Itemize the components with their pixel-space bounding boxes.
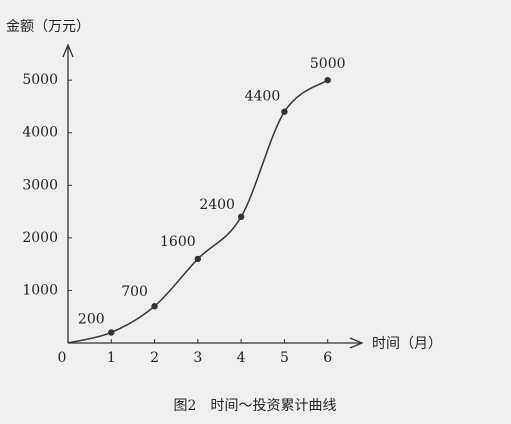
x-axis-label: 时间（月） <box>372 336 442 352</box>
point <box>194 255 202 263</box>
y-tick-label: 4000 <box>22 125 58 141</box>
x-tick-label: 0 <box>58 350 67 366</box>
y-tick-label: 5000 <box>22 72 58 88</box>
y-tick-label: 3000 <box>22 177 58 193</box>
value-label: 2400 <box>199 197 235 213</box>
point <box>237 213 245 221</box>
line <box>67 79 329 344</box>
y-axis-label: 金额（万元） <box>6 19 90 35</box>
x-tick-label: 3 <box>193 350 202 366</box>
x-tick-label: 1 <box>107 350 116 366</box>
point <box>108 329 115 336</box>
x-tick-label: 6 <box>323 350 332 366</box>
value-label: 5000 <box>310 56 346 72</box>
x-tick-label: 4 <box>237 350 246 366</box>
point <box>324 76 331 84</box>
x-axis <box>68 337 364 349</box>
value-label: 200 <box>78 311 105 327</box>
y-tick-label: 1000 <box>22 282 58 298</box>
point <box>151 303 158 310</box>
point <box>281 108 288 115</box>
chart-title: 图2 时间～投资累计曲线 <box>174 398 337 414</box>
value-label: 4400 <box>245 89 281 105</box>
y-axis <box>62 43 74 343</box>
x-tick-label: 2 <box>150 350 159 366</box>
value-label: 1600 <box>160 234 196 250</box>
y-tick-label: 2000 <box>22 230 58 246</box>
x-tick-label: 5 <box>280 350 289 366</box>
value-label: 700 <box>121 284 148 300</box>
